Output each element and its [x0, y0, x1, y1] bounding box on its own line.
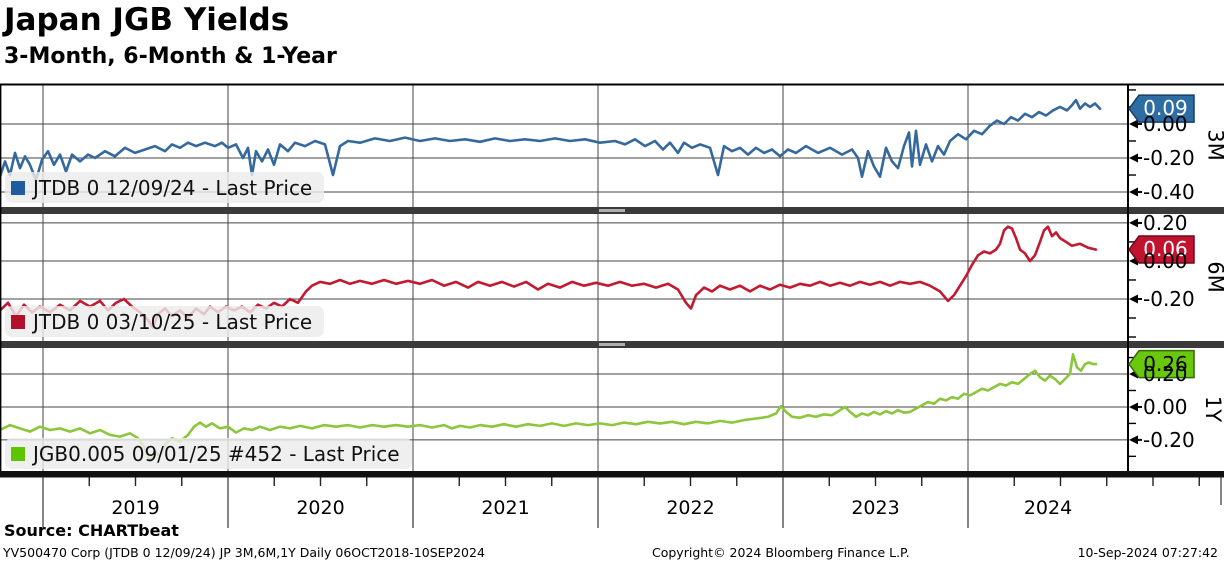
last-price-flag-icon — [1128, 94, 1195, 123]
legend-1y: JGB0.005 09/01/25 #452 - Last Price — [5, 438, 412, 469]
legend-label-1y: JGB0.005 09/01/25 #452 - Last Price — [33, 441, 400, 466]
y-tick-label: 0.00 — [1143, 248, 1188, 273]
security-meta-label: YV500470 Corp (JTDB 0 12/09/24) JP 3M,6M… — [3, 545, 485, 560]
y-major-tick-arrow-icon — [1129, 218, 1138, 228]
last-price-badge-1y: 0.26 — [1143, 351, 1188, 376]
x-tick-label-2022: 2022 — [666, 497, 715, 519]
page-subtitle: 3-Month, 6-Month & 1-Year — [4, 44, 337, 69]
y-major-tick-arrow-icon — [1129, 187, 1138, 197]
legend-label-6m: JTDB 0 03/10/25 - Last Price — [33, 309, 313, 334]
legend-3m: JTDB 0 12/09/24 - Last Price — [5, 172, 325, 203]
y-tick-label: -0.20 — [1143, 286, 1195, 311]
x-tick-label-2019: 2019 — [111, 497, 160, 519]
copyright-label: Copyright© 2024 Bloomberg Finance L.P. — [652, 545, 910, 560]
x-tick-label-2023: 2023 — [851, 497, 900, 519]
bottom-axis-bar — [0, 471, 1224, 478]
y-tick-label: -0.40 — [1143, 180, 1195, 205]
source-label: Source: CHARTbeat — [4, 521, 179, 540]
legend-6m: JTDB 0 03/10/25 - Last Price — [5, 306, 325, 337]
y-tick-label: -0.20 — [1143, 427, 1195, 452]
last-price-flag-icon — [1128, 349, 1195, 379]
x-tick-label-2024: 2024 — [1023, 497, 1073, 519]
y-tick-label: 0.00 — [1143, 111, 1188, 136]
legend-swatch-3m-icon — [11, 180, 25, 195]
legend-swatch-6m-icon — [11, 314, 25, 329]
y-tick-label: 0.00 — [1143, 394, 1188, 419]
y-tick-label: 0.20 — [1143, 210, 1188, 235]
y-tick-label: -0.20 — [1143, 145, 1195, 170]
y-major-tick-arrow-icon — [1129, 435, 1138, 445]
legend-swatch-1y-icon — [11, 446, 25, 461]
page-title: Japan JGB Yields — [4, 2, 290, 38]
last-price-flag-icon — [1128, 235, 1195, 264]
y-major-tick-arrow-icon — [1129, 402, 1138, 412]
series-line-3m — [0, 98, 1102, 182]
last-price-badge-3m: 0.09 — [1143, 96, 1188, 121]
x-tick-label-2021: 2021 — [481, 497, 530, 519]
panel-axis-label-3m: 3M — [1203, 129, 1224, 161]
x-tick-label-2020: 2020 — [296, 497, 345, 519]
separator-drag-handle — [599, 209, 625, 212]
y-tick-label: 0.20 — [1143, 362, 1188, 387]
y-major-tick-arrow-icon — [1129, 294, 1138, 304]
y-major-tick-arrow-icon — [1129, 119, 1138, 129]
last-price-badge-6m: 0.06 — [1143, 237, 1188, 262]
top-border — [0, 83, 1224, 86]
panel-axis-label-1y: 1Y — [1201, 395, 1224, 422]
series-line-1y — [0, 353, 1098, 463]
panel-axis-label-6m: 6M — [1203, 260, 1224, 293]
timestamp-label: 10-Sep-2024 07:27:42 — [1077, 545, 1218, 560]
separator-drag-handle — [599, 343, 625, 346]
legend-label-3m: JTDB 0 12/09/24 - Last Price — [33, 175, 313, 200]
y-major-tick-arrow-icon — [1129, 153, 1138, 163]
